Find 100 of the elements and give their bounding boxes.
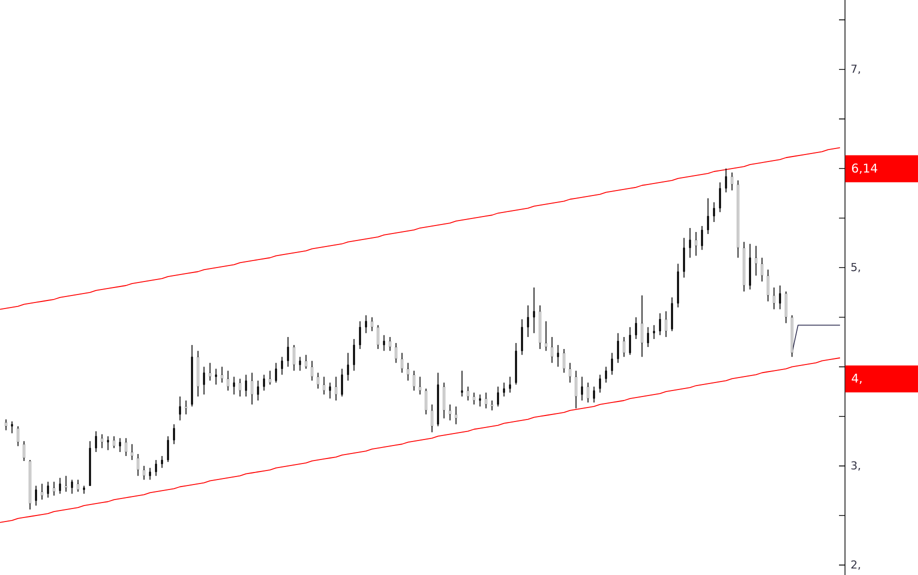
candlestick bbox=[131, 444, 133, 460]
candlestick bbox=[269, 370, 272, 386]
y-tick-label: 2, bbox=[851, 560, 860, 570]
candlestick bbox=[287, 336, 290, 368]
candlestick bbox=[545, 320, 548, 352]
candlestick bbox=[281, 356, 284, 376]
candlestick bbox=[347, 352, 350, 382]
candlestick bbox=[509, 376, 512, 394]
candlestick bbox=[431, 404, 434, 433]
candlestick bbox=[569, 362, 572, 384]
candlestick bbox=[107, 436, 110, 451]
candlestick bbox=[593, 386, 596, 403]
candlestick bbox=[485, 392, 488, 409]
candlestick bbox=[95, 430, 97, 453]
candlestick bbox=[71, 479, 73, 494]
candlestick bbox=[77, 479, 79, 492]
candlestick bbox=[209, 362, 211, 382]
candlestick bbox=[587, 382, 590, 403]
candlestick bbox=[101, 434, 104, 449]
candlestick bbox=[167, 436, 170, 462]
candlestick bbox=[719, 182, 722, 213]
candlestick bbox=[47, 481, 50, 498]
candlestick bbox=[365, 314, 368, 334]
candlestick bbox=[635, 316, 638, 340]
candlestick bbox=[581, 376, 584, 401]
candlestick bbox=[641, 294, 644, 358]
candlestick bbox=[341, 368, 344, 397]
candlestick bbox=[149, 467, 151, 480]
candlestick bbox=[335, 376, 338, 401]
candlestick bbox=[377, 324, 380, 350]
candlestick bbox=[323, 376, 326, 396]
candlestick bbox=[725, 168, 728, 193]
candlestick bbox=[215, 368, 218, 386]
candlestick bbox=[401, 352, 404, 374]
candlestick bbox=[713, 202, 716, 223]
candlestick bbox=[689, 228, 692, 258]
candlestick bbox=[503, 382, 506, 397]
candlestick bbox=[251, 372, 254, 405]
candlestick bbox=[779, 285, 782, 310]
candlestick bbox=[113, 436, 115, 449]
y-tick-label: 7, bbox=[851, 64, 860, 74]
candlestick bbox=[227, 370, 230, 392]
candlestick bbox=[161, 456, 164, 468]
candlestick bbox=[785, 291, 788, 324]
candlestick bbox=[755, 245, 758, 276]
candlestick bbox=[383, 334, 386, 352]
y-tick-label: 3, bbox=[851, 461, 860, 471]
candlestick bbox=[491, 400, 494, 411]
candlestick bbox=[665, 310, 668, 338]
candlestick bbox=[137, 454, 140, 476]
candlestick bbox=[659, 312, 662, 336]
candlestick bbox=[599, 374, 602, 394]
candlestick bbox=[527, 304, 530, 338]
candlestick bbox=[5, 418, 8, 431]
candlestick bbox=[155, 460, 157, 476]
candlestick bbox=[35, 485, 37, 506]
candlestick bbox=[551, 336, 554, 364]
candlestick bbox=[533, 287, 536, 334]
candlestick bbox=[419, 376, 422, 396]
candlestick bbox=[311, 360, 314, 382]
candlestick bbox=[53, 481, 55, 496]
candlestick bbox=[317, 372, 320, 390]
candlestick bbox=[563, 348, 566, 374]
candlestick bbox=[173, 424, 175, 445]
candlestick bbox=[623, 336, 626, 358]
candlestick bbox=[65, 475, 68, 492]
candlestick bbox=[773, 287, 776, 310]
candlestick bbox=[425, 388, 428, 415]
candlestick bbox=[305, 354, 308, 370]
candlestick bbox=[629, 326, 632, 356]
text: 6,14 bbox=[852, 164, 878, 174]
candlestick bbox=[647, 326, 650, 348]
candlestick bbox=[143, 465, 146, 480]
candlestick bbox=[683, 237, 686, 278]
candlestick bbox=[407, 362, 410, 382]
candlestick bbox=[695, 232, 698, 256]
candlestick bbox=[479, 394, 482, 407]
candlestick bbox=[359, 320, 362, 350]
candlestick bbox=[293, 344, 296, 372]
candlestick bbox=[203, 366, 206, 396]
candlestick bbox=[449, 404, 452, 421]
candlestick bbox=[707, 198, 710, 234]
candlestick bbox=[329, 382, 332, 399]
candlestick bbox=[731, 172, 734, 191]
y-tick-label: 5, bbox=[851, 263, 860, 272]
candlestick bbox=[575, 370, 578, 409]
candlestick bbox=[413, 370, 416, 392]
candlestick bbox=[185, 400, 188, 415]
candlestick bbox=[611, 352, 614, 376]
candlestick bbox=[299, 356, 302, 372]
candlestick bbox=[767, 269, 770, 302]
candlestick bbox=[59, 477, 61, 494]
candlestick bbox=[179, 396, 182, 421]
candlestick bbox=[17, 426, 19, 447]
candlestick bbox=[443, 382, 446, 419]
text: 4, bbox=[852, 374, 862, 384]
candlestick bbox=[239, 378, 242, 397]
candlestick bbox=[605, 366, 608, 384]
candlestick bbox=[221, 366, 224, 384]
candlestick bbox=[455, 406, 458, 425]
